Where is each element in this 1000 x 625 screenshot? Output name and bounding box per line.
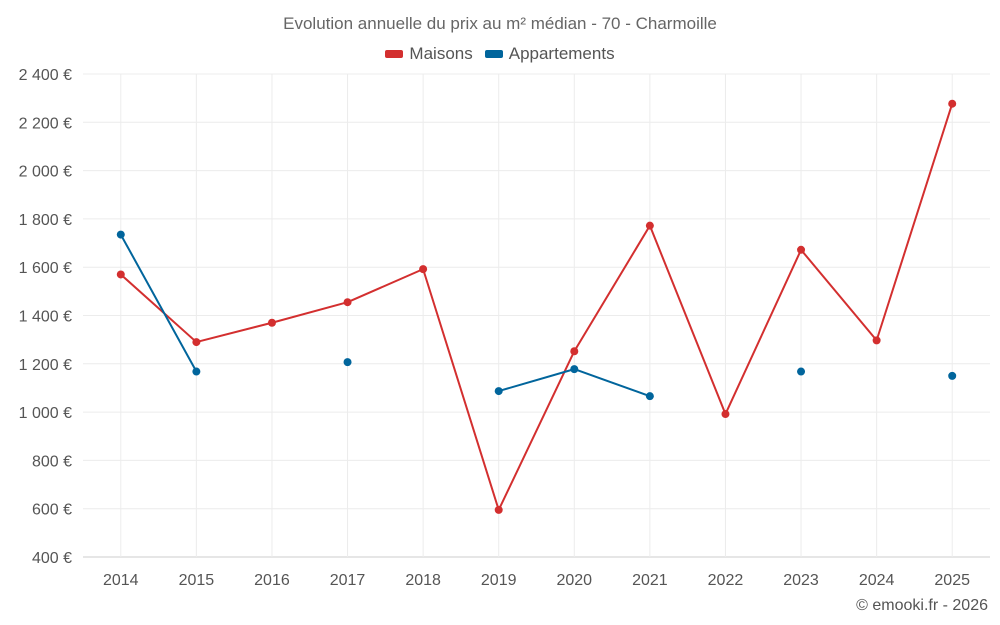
data-point-appartements <box>948 371 957 380</box>
series-line-maisons <box>119 273 198 344</box>
legend-swatch-maisons <box>385 50 404 58</box>
y-tick-label: 800 € <box>32 453 72 470</box>
x-tick-label: 2024 <box>859 572 895 589</box>
data-point-appartements <box>192 367 201 376</box>
x-tick-label: 2021 <box>632 572 668 589</box>
data-point-maisons <box>343 298 352 307</box>
data-point-maisons <box>570 347 579 356</box>
x-tick-label: 2015 <box>179 572 215 589</box>
y-tick-label: 2 000 € <box>19 164 72 181</box>
series-line-maisons <box>270 301 349 324</box>
data-point-appartements <box>343 358 352 367</box>
data-point-appartements <box>797 367 806 376</box>
x-tick-label: 2018 <box>405 572 441 589</box>
y-tick-label: 600 € <box>32 502 72 519</box>
data-point-maisons <box>116 270 125 279</box>
data-point-appartements <box>645 392 654 401</box>
x-tick-label: 2020 <box>556 572 592 589</box>
legend: Maisons Appartements <box>0 44 1000 64</box>
x-tick-label: 2019 <box>481 572 517 589</box>
series-line-maisons <box>573 224 651 353</box>
data-point-appartements <box>494 387 503 396</box>
data-point-appartements <box>116 230 125 239</box>
data-point-maisons <box>267 318 276 327</box>
x-tick-label: 2025 <box>934 572 970 589</box>
series-line-appartements <box>119 233 198 373</box>
series-line-maisons <box>346 268 425 304</box>
data-point-maisons <box>872 336 881 345</box>
data-point-appartements <box>570 365 579 374</box>
y-tick-label: 1 200 € <box>19 357 72 374</box>
series-line-maisons <box>195 321 273 344</box>
x-tick-label: 2014 <box>103 572 139 589</box>
x-tick-label: 2017 <box>330 572 366 589</box>
y-tick-label: 1 600 € <box>19 260 72 277</box>
legend-item-maisons[interactable]: Maisons <box>385 44 473 64</box>
data-point-maisons <box>721 410 730 419</box>
data-point-maisons <box>494 505 503 514</box>
series-line-maisons <box>724 248 803 416</box>
series-line-maisons <box>422 268 500 511</box>
series-line-appartements <box>497 368 576 393</box>
data-point-maisons <box>645 221 654 230</box>
x-tick-label: 2023 <box>783 572 819 589</box>
series-line-maisons <box>648 224 727 416</box>
y-tick-label: 1 400 € <box>19 309 72 326</box>
series-line-maisons <box>497 350 576 511</box>
data-point-maisons <box>419 265 428 274</box>
series-line-maisons <box>875 102 954 342</box>
data-point-maisons <box>192 338 201 347</box>
y-tick-label: 1 800 € <box>19 212 72 229</box>
data-point-maisons <box>948 99 957 108</box>
series-line-maisons <box>800 248 878 342</box>
y-tick-label: 400 € <box>32 550 72 567</box>
x-tick-label: 2016 <box>254 572 290 589</box>
data-point-maisons <box>797 245 806 254</box>
series-line-appartements <box>573 368 651 398</box>
chart-title: Evolution annuelle du prix au m² médian … <box>283 14 717 33</box>
y-tick-label: 1 000 € <box>19 405 72 422</box>
y-tick-label: 2 400 € <box>19 67 72 84</box>
copyright: © emooki.fr - 2026 <box>856 597 988 614</box>
legend-swatch-appartements <box>484 50 503 58</box>
y-tick-label: 2 200 € <box>19 115 72 132</box>
x-tick-label: 2022 <box>708 572 744 589</box>
legend-label-maisons: Maisons <box>409 44 473 63</box>
legend-label-appartements: Appartements <box>508 44 615 63</box>
legend-item-appartements[interactable]: Appartements <box>484 44 615 64</box>
